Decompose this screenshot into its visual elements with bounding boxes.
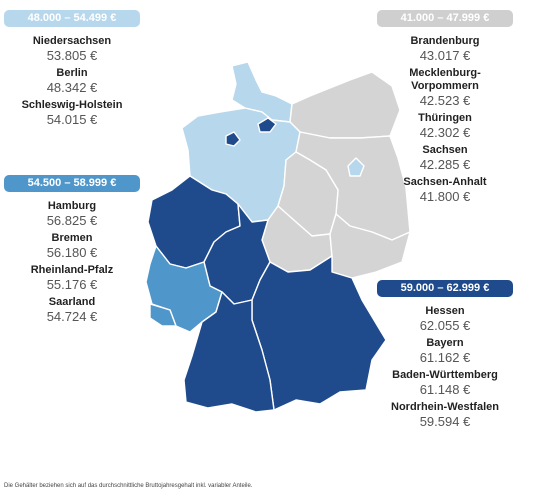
salary-value: 53.805 €: [46, 48, 98, 63]
range-badge: 59.000 – 62.999 €: [377, 280, 513, 297]
state-name: Bremen: [51, 232, 93, 244]
state-name: Baden-Württemberg: [392, 369, 498, 381]
salary-value: 41.800 €: [419, 189, 471, 204]
salary-value: 43.017 €: [419, 48, 471, 63]
state-entry: Thüringen 42.302 €: [387, 112, 503, 140]
salary-value: 54.015 €: [46, 112, 98, 127]
state-name: Niedersachsen: [32, 35, 112, 47]
state-name: Berlin: [56, 67, 88, 79]
range-badge: 48.000 – 54.499 €: [4, 10, 140, 27]
state-name: Hessen: [425, 305, 465, 317]
state-entry: Brandenburg 43.017 €: [387, 35, 503, 63]
state-entry: Bayern 61.162 €: [387, 337, 503, 365]
salary-value: 56.825 €: [46, 213, 98, 228]
baden-wuerttemberg: [183, 291, 275, 413]
state-name: Sachsen-Anhalt: [403, 176, 487, 188]
saarland: [149, 303, 177, 327]
salary-group: 41.000 – 47.999 € Brandenburg 43.017 € Meck…: [377, 10, 513, 208]
range-badge: 54.500 – 58.999 €: [4, 175, 140, 192]
salary-group: 54.500 – 58.999 € Hamburg 56.825 € Bremen 56…: [4, 175, 140, 328]
salary-value: 62.055 €: [419, 318, 471, 333]
salary-value: 42.302 €: [419, 125, 471, 140]
state-entry: Niedersachsen 53.805 €: [14, 35, 130, 63]
state-entry: Mecklenburg-Vorpommern 42.523 €: [387, 67, 503, 108]
salary-value: 54.724 €: [46, 309, 98, 324]
bayern: [251, 255, 387, 411]
state-entry: Hessen 62.055 €: [387, 305, 503, 333]
state-entry: Rheinland-Pfalz 55.176 €: [14, 264, 130, 292]
state-entry: Sachsen 42.285 €: [387, 144, 503, 172]
state-name: Sachsen: [422, 144, 468, 156]
salary-value: 56.180 €: [46, 245, 98, 260]
state-entry: Schleswig-Holstein 54.015 €: [14, 99, 130, 127]
salary-value: 55.176 €: [46, 277, 98, 292]
state-name: Bayern: [426, 337, 464, 349]
state-entry: Saarland 54.724 €: [14, 296, 130, 324]
state-entry: Bremen 56.180 €: [14, 232, 130, 260]
berlin: [347, 157, 365, 177]
salary-value: 61.148 €: [419, 382, 471, 397]
salary-value: 42.523 €: [419, 93, 471, 108]
state-name: Mecklenburg-Vorpommern: [409, 67, 481, 92]
state-entry: Sachsen-Anhalt 41.800 €: [387, 176, 503, 204]
salary-value: 61.162 €: [419, 350, 471, 365]
state-name: Hamburg: [47, 200, 97, 212]
bremen: [225, 131, 241, 147]
state-entry: Nordrhein-Westfalen 59.594 €: [387, 401, 503, 429]
state-entry: Berlin 48.342 €: [14, 67, 130, 95]
state-name: Saarland: [48, 296, 96, 308]
salary-value: 42.285 €: [419, 157, 471, 172]
state-name: Brandenburg: [410, 35, 480, 47]
hamburg: [257, 117, 277, 133]
state-name: Thüringen: [418, 112, 472, 124]
state-name: Rheinland-Pfalz: [30, 264, 114, 276]
salary-value: 59.594 €: [419, 414, 471, 429]
state-entry: Hamburg 56.825 €: [14, 200, 130, 228]
state-entry: Baden-Württemberg 61.148 €: [387, 369, 503, 397]
range-badge: 41.000 – 47.999 €: [377, 10, 513, 27]
salary-group: 48.000 – 54.499 € Niedersachsen 53.805 € Be…: [4, 10, 140, 131]
salary-group: 59.000 – 62.999 € Hessen 62.055 € Bayern 61.…: [377, 280, 513, 433]
state-name: Nordrhein-Westfalen: [391, 401, 499, 413]
footnote: Die Gehälter beziehen sich auf das durch…: [4, 483, 253, 489]
salary-value: 48.342 €: [46, 80, 98, 95]
state-name: Schleswig-Holstein: [21, 99, 123, 111]
